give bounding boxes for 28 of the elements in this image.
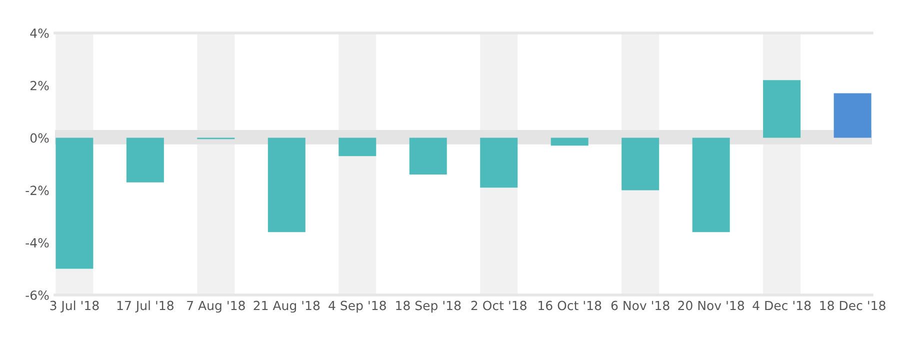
x-tick-label: 2 Oct '18 <box>471 300 526 310</box>
y-tick-label: 4% <box>30 28 49 38</box>
bar <box>126 138 164 182</box>
bar <box>338 138 376 156</box>
y-tick-label: 2% <box>30 80 49 90</box>
x-tick-label: 17 Jul '18 <box>117 300 174 313</box>
x-tick-label: 16 Oct '18 <box>538 300 602 310</box>
x-tick-label: 4 Dec '18 <box>752 300 811 310</box>
x-tick-label: 7 Aug '18 <box>187 300 245 313</box>
x-tick-label: 3 Jul '18 <box>50 300 99 313</box>
x-tick-label: 18 Sep '18 <box>396 300 461 313</box>
y-tick-label: -4% <box>26 238 49 248</box>
x-tick-label: 20 Nov '18 <box>678 300 744 310</box>
x-tick-label: 6 Nov '18 <box>611 300 670 310</box>
bar <box>834 93 872 138</box>
bar <box>622 138 660 190</box>
x-tick-label: 18 Dec '18 <box>820 300 886 310</box>
y-tick-label: 0% <box>30 133 49 143</box>
bar <box>550 138 588 146</box>
bar <box>692 138 730 232</box>
bar <box>268 138 306 232</box>
bar <box>763 80 801 138</box>
bar <box>480 138 518 188</box>
x-tick-label: 4 Sep '18 <box>328 300 386 313</box>
bar <box>409 138 447 174</box>
y-tick-label: -6% <box>26 290 49 300</box>
y-tick-label: -2% <box>26 186 49 196</box>
x-tick-label: 21 Aug '18 <box>254 300 320 313</box>
